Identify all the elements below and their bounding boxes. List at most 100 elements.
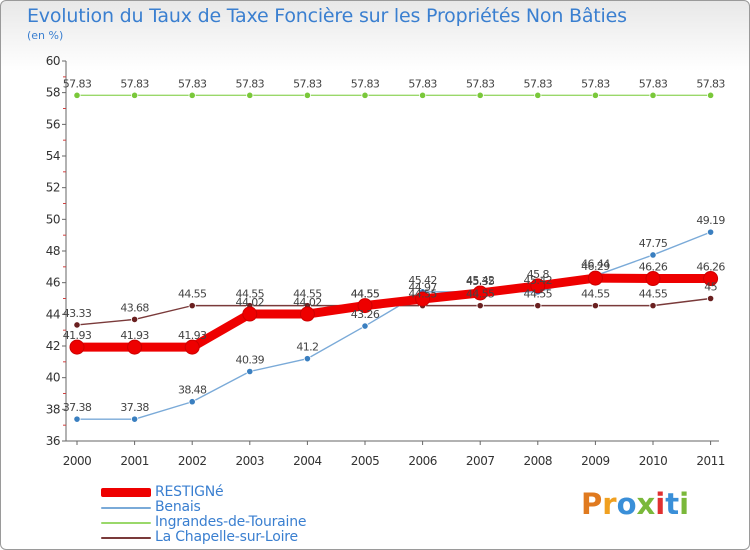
series-line (76, 231, 712, 420)
data-label: 45.35 (466, 275, 495, 288)
data-label: 57.83 (178, 77, 207, 90)
data-point (591, 91, 600, 99)
data-point (476, 91, 484, 99)
data-label: 41.93 (63, 329, 92, 342)
x-tick-label: 2009 (581, 454, 610, 468)
legend-label: La Chapelle-sur-Loire (155, 529, 298, 545)
data-point (591, 302, 600, 310)
x-tick-label: 2003 (236, 454, 265, 468)
proxiti-logo: Proxiti (581, 487, 689, 521)
data-label: 46.29 (581, 260, 610, 273)
data-label: 45.42 (408, 274, 437, 287)
data-label: 44.55 (351, 288, 380, 301)
data-point (534, 91, 542, 99)
legend-swatch (101, 537, 151, 539)
data-point (418, 91, 427, 99)
data-label: 47.75 (639, 237, 668, 250)
x-tick-label: 2004 (293, 454, 322, 468)
data-point (242, 306, 258, 322)
logo-letter: i (679, 487, 690, 521)
data-label: 57.83 (236, 77, 265, 90)
data-point (246, 367, 254, 376)
data-label: 46.26 (639, 261, 668, 274)
x-tick-label: 2011 (696, 454, 725, 468)
data-point (472, 285, 488, 301)
data-label: 43.68 (120, 301, 149, 314)
data-point (73, 415, 81, 423)
legend-label: Ingrandes-de-Touraine (155, 514, 307, 530)
y-tick-label: 36 (46, 434, 60, 448)
data-label: 41.93 (178, 329, 207, 342)
data-label: 45.8 (527, 268, 550, 281)
data-label: 46.44 (581, 258, 610, 271)
data-label: 44.55 (293, 288, 322, 301)
data-label: 44.55 (639, 288, 668, 301)
legend-swatch (101, 507, 151, 509)
y-tick-label: 52 (46, 181, 60, 195)
data-label: 57.83 (293, 77, 322, 90)
data-label: 57.83 (466, 77, 495, 90)
data-label: 40.39 (236, 353, 265, 366)
y-tick-label: 44 (46, 307, 60, 321)
data-label: 43.33 (63, 307, 92, 320)
data-label: 44.02 (293, 296, 322, 309)
x-tick-label: 2008 (524, 454, 553, 468)
data-point (246, 91, 254, 99)
data-point (184, 339, 200, 355)
legend-swatch (101, 522, 151, 524)
data-point (361, 91, 369, 99)
data-point (303, 355, 311, 363)
y-tick-label: 54 (46, 149, 60, 163)
data-point (587, 270, 603, 286)
data-label: 44.55 (408, 288, 437, 301)
data-point (303, 91, 311, 99)
legend-swatch (101, 488, 151, 497)
data-point (415, 291, 431, 307)
data-label: 37.38 (120, 401, 149, 414)
data-point (649, 251, 657, 259)
data-label: 57.83 (63, 77, 92, 90)
logo-letter: P (581, 487, 603, 521)
y-tick-label: 58 (46, 86, 60, 100)
data-point (69, 339, 85, 355)
logo-letter: r (602, 487, 617, 521)
x-tick-label: 2000 (63, 454, 92, 468)
data-point (131, 415, 139, 423)
data-point (127, 339, 143, 355)
data-label: 45.42 (524, 274, 553, 287)
data-label: 45.42 (466, 274, 495, 287)
logo-letter: t (665, 487, 680, 521)
logo-letter: o (616, 487, 637, 521)
data-label: 44.55 (236, 288, 265, 301)
unit-label: (en %) (27, 29, 64, 42)
data-label: 44.55 (351, 288, 380, 301)
x-tick-label: 2010 (639, 454, 668, 468)
data-point (476, 302, 484, 310)
data-point (131, 315, 139, 323)
data-label: 44.55 (581, 288, 610, 301)
data-point (703, 271, 719, 287)
chart-title: Evolution du Taux de Taxe Foncière sur l… (27, 5, 627, 27)
data-label: 37.38 (63, 401, 92, 414)
y-tick-label: 40 (46, 371, 60, 385)
data-label: 41.2 (296, 341, 318, 354)
legend-label: Benais (155, 499, 201, 515)
data-point (361, 322, 369, 330)
data-label: 44.55 (524, 288, 553, 301)
data-point (706, 294, 715, 303)
data-point (73, 91, 81, 99)
y-tick-label: 60 (46, 54, 60, 68)
y-tick-label: 50 (46, 212, 60, 226)
data-point (73, 321, 81, 329)
x-tick-label: 2006 (408, 454, 437, 468)
data-point (649, 91, 657, 99)
data-label: 57.83 (639, 77, 668, 90)
x-tick-label: 2005 (351, 454, 380, 468)
data-point (706, 91, 715, 99)
data-label: 57.83 (581, 77, 610, 90)
x-tick-label: 2007 (466, 454, 495, 468)
data-label: 45 (704, 281, 717, 294)
data-label: 41.93 (120, 329, 149, 342)
